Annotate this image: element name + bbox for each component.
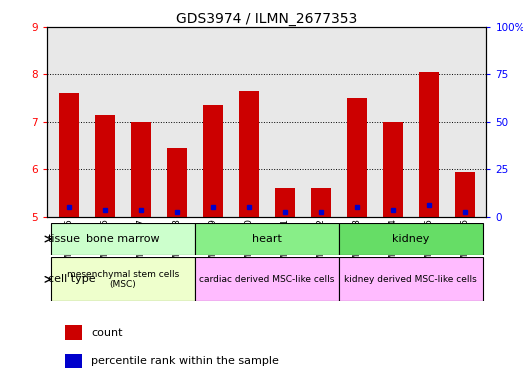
Text: kidney derived MSC-like cells: kidney derived MSC-like cells <box>344 275 477 284</box>
Bar <box>95 115 115 217</box>
Text: cardiac derived MSC-like cells: cardiac derived MSC-like cells <box>199 275 334 284</box>
Text: bone marrow: bone marrow <box>86 234 160 244</box>
Bar <box>59 93 78 217</box>
Bar <box>65 325 82 340</box>
Text: tissue: tissue <box>48 234 81 244</box>
Bar <box>131 122 151 217</box>
Bar <box>383 122 403 217</box>
Bar <box>419 72 439 217</box>
Title: GDS3974 / ILMN_2677353: GDS3974 / ILMN_2677353 <box>176 12 357 26</box>
Bar <box>347 98 367 217</box>
Bar <box>203 105 223 217</box>
Text: percentile rank within the sample: percentile rank within the sample <box>91 356 279 366</box>
Text: heart: heart <box>252 234 282 244</box>
Bar <box>195 223 339 255</box>
Bar <box>65 354 82 368</box>
Text: mesenchymal stem cells
(MSC): mesenchymal stem cells (MSC) <box>66 270 179 289</box>
Text: count: count <box>91 328 122 338</box>
Bar <box>51 257 195 301</box>
Bar <box>339 223 483 255</box>
Bar <box>311 189 331 217</box>
Text: cell type: cell type <box>48 274 95 285</box>
Bar <box>51 223 195 255</box>
Bar <box>275 189 294 217</box>
Bar <box>195 257 339 301</box>
Bar <box>167 148 187 217</box>
Text: kidney: kidney <box>392 234 429 244</box>
Bar <box>455 172 475 217</box>
Bar <box>239 91 259 217</box>
Bar <box>339 257 483 301</box>
